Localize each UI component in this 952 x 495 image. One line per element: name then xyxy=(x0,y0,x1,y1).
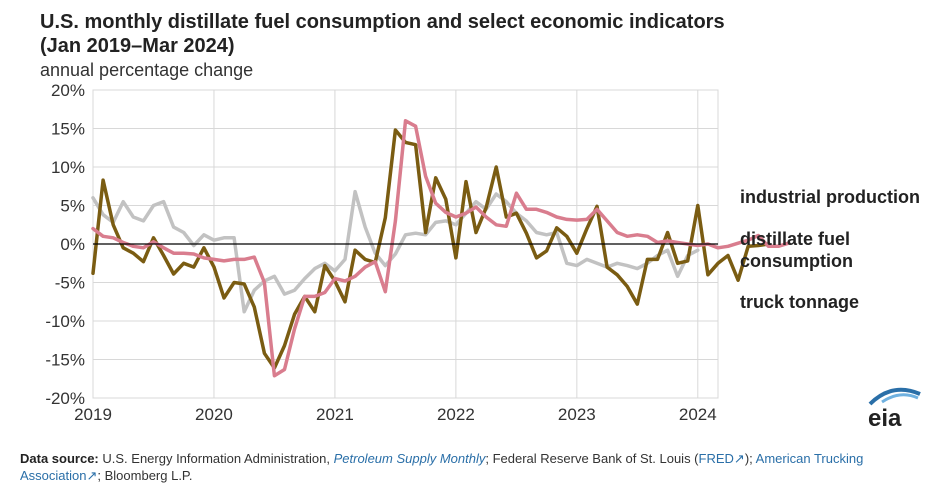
external-link-icon: ↗ xyxy=(86,468,98,483)
legend-label-industrial-production: industrial production xyxy=(740,187,920,207)
chart-series xyxy=(91,119,791,378)
x-tick-label: 2024 xyxy=(679,405,717,424)
source-text-2: ; Federal Reserve Bank of St. Louis ( xyxy=(485,451,699,466)
source-label: Data source: xyxy=(20,451,99,466)
link-american-trucking-association[interactable]: American Trucking Association xyxy=(20,451,864,483)
data-source-note: Data source: U.S. Energy Information Adm… xyxy=(20,450,935,484)
y-tick-label: -15% xyxy=(45,351,85,370)
series-line-distillate-fuel-consumption xyxy=(91,128,771,370)
eia-logo: eia xyxy=(868,387,921,430)
chart-subtitle: annual percentage change xyxy=(40,60,254,80)
eia-logo-text: eia xyxy=(868,405,902,430)
series-line-industrial-production xyxy=(91,119,791,378)
y-tick-label: -20% xyxy=(45,389,85,408)
y-tick-label: 5% xyxy=(60,197,85,216)
chart-title: U.S. monthly distillate fuel consumption… xyxy=(40,10,725,58)
y-tick-label: 15% xyxy=(51,120,85,139)
x-tick-label: 2023 xyxy=(558,405,596,424)
source-text-1: U.S. Energy Information Administration, xyxy=(102,451,330,466)
link-fred[interactable]: FRED xyxy=(698,451,734,466)
y-tick-label: 10% xyxy=(51,158,85,177)
y-axis-ticks: 20% 15% 10% 5% 0% -5% -10% -15% -20% xyxy=(45,81,85,408)
x-tick-label: 2019 xyxy=(74,405,112,424)
legend-label-truck-tonnage: truck tonnage xyxy=(740,292,860,312)
y-tick-label: 20% xyxy=(51,81,85,100)
chart-title-line-1: U.S. monthly distillate fuel consumption… xyxy=(40,11,725,33)
chart-title-line-2: (Jan 2019–Mar 2024) xyxy=(40,35,235,57)
legend-label-distillate-fuel-consumption: distillate fuel consumption xyxy=(740,229,853,271)
x-axis-ticks: 2019 2020 2021 2022 2023 2024 xyxy=(74,405,717,424)
source-text-3: ); xyxy=(744,451,756,466)
x-tick-label: 2022 xyxy=(437,405,475,424)
x-tick-label: 2020 xyxy=(195,405,233,424)
link-petroleum-supply-monthly[interactable]: Petroleum Supply Monthly xyxy=(333,451,486,466)
x-tick-label: 2021 xyxy=(316,405,354,424)
y-tick-label: -10% xyxy=(45,312,85,331)
y-tick-label: -5% xyxy=(55,274,85,293)
source-text-4: ; Bloomberg L.P. xyxy=(97,468,193,483)
external-link-icon: ↗ xyxy=(733,451,745,466)
series-line-truck-tonnage xyxy=(91,189,700,314)
y-tick-label: 0% xyxy=(60,235,85,254)
